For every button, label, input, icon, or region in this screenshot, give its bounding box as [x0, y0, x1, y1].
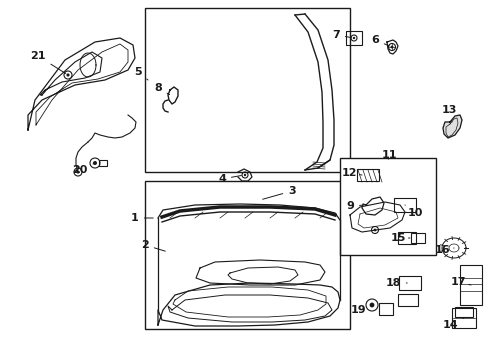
Text: 7: 7 — [331, 30, 350, 40]
Text: 1: 1 — [131, 213, 153, 223]
Bar — [145, 181, 349, 329]
Text: 17: 17 — [449, 277, 470, 287]
Bar — [398, 276, 420, 290]
Bar — [99, 160, 107, 166]
Bar — [339, 158, 435, 255]
Bar — [410, 233, 424, 243]
Bar — [145, 8, 349, 172]
Text: 16: 16 — [434, 245, 453, 255]
Circle shape — [390, 46, 392, 48]
Text: 6: 6 — [370, 35, 388, 46]
Text: 18: 18 — [385, 278, 407, 288]
Bar — [346, 31, 361, 45]
Text: 11: 11 — [381, 150, 396, 160]
Circle shape — [373, 229, 376, 231]
Bar — [459, 265, 481, 305]
Text: 10: 10 — [404, 205, 422, 218]
Text: 14: 14 — [441, 318, 463, 330]
Circle shape — [66, 73, 69, 77]
Text: 4: 4 — [218, 174, 241, 184]
Bar — [393, 198, 415, 212]
Circle shape — [352, 37, 354, 39]
Text: 3: 3 — [262, 186, 295, 199]
Bar — [397, 294, 417, 306]
Circle shape — [76, 170, 80, 174]
Text: 2: 2 — [141, 240, 165, 251]
Bar — [451, 308, 475, 328]
Bar — [454, 307, 472, 317]
Polygon shape — [442, 115, 461, 138]
Text: 12: 12 — [341, 168, 361, 178]
Bar — [397, 232, 415, 244]
Circle shape — [244, 174, 245, 176]
Text: 15: 15 — [389, 233, 409, 243]
Bar — [356, 169, 378, 181]
Circle shape — [369, 303, 374, 307]
Text: 21: 21 — [30, 51, 65, 73]
Bar — [378, 303, 392, 315]
Text: 5: 5 — [134, 67, 148, 80]
Text: 9: 9 — [346, 201, 363, 211]
Text: 13: 13 — [440, 105, 456, 122]
Text: 19: 19 — [349, 305, 371, 315]
Circle shape — [93, 161, 97, 165]
Text: 20: 20 — [72, 163, 95, 175]
Text: 8: 8 — [154, 83, 169, 95]
